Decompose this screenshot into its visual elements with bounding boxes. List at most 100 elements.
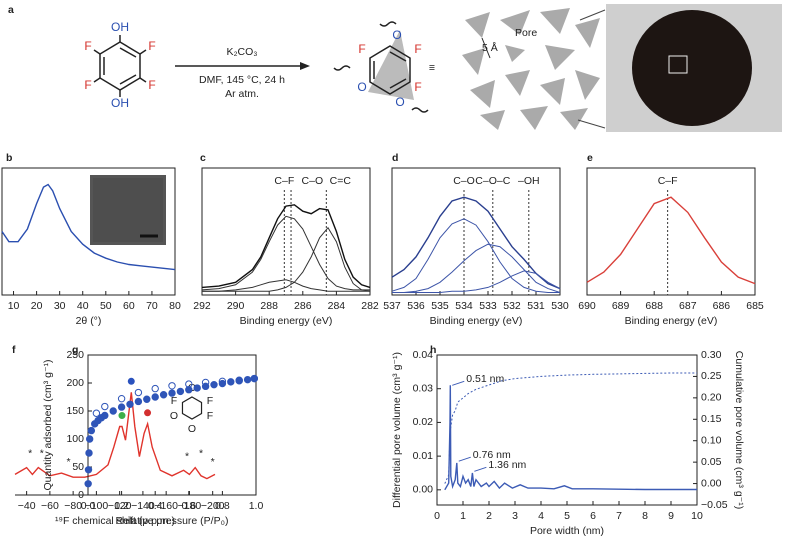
data-point — [85, 449, 93, 457]
y-tick-label: 150 — [66, 405, 84, 417]
atom-label: O — [392, 28, 401, 42]
annotation: * — [185, 450, 189, 462]
x-axis-label: 2θ (°) — [76, 315, 102, 327]
inset-atom-label: O — [188, 382, 196, 394]
y2-tick-label: −0.05 — [701, 499, 728, 511]
panel-label: d — [392, 152, 398, 164]
data-point — [218, 379, 227, 388]
x-tick-label: 535 — [431, 300, 449, 312]
zoom-box — [668, 55, 688, 74]
peak-marker — [144, 409, 152, 417]
x-tick-label: 60 — [123, 300, 135, 312]
y-tick-label: 0.02 — [413, 416, 434, 428]
annotation: 1.36 nm — [488, 459, 526, 471]
data-line — [391, 196, 561, 290]
y-tick-label: 0.04 — [413, 349, 434, 361]
inset-atom-label: O — [188, 423, 196, 435]
zoom-line — [579, 9, 606, 21]
data-point — [218, 377, 227, 386]
reference-label: C–O — [302, 175, 324, 187]
x-axis-label: Binding energy (eV) — [430, 315, 523, 327]
annotation-arrow — [452, 380, 465, 386]
y-tick-label: 0.00 — [413, 484, 434, 496]
x-tick-label: 1.0 — [249, 500, 264, 512]
conditions: Ar atm. — [225, 88, 259, 100]
data-point — [185, 380, 193, 388]
x-tick-label: 534 — [455, 300, 473, 312]
data-line — [1, 183, 176, 271]
data-point — [92, 409, 101, 417]
x-tick-label: 6 — [590, 510, 596, 522]
reactant-structure — [93, 35, 147, 97]
peak-marker — [118, 412, 126, 420]
data-point — [176, 387, 185, 396]
data-point — [250, 374, 259, 383]
x-tick-label: 687 — [679, 300, 697, 312]
data-point — [168, 389, 176, 397]
x-tick-label: 686 — [713, 300, 731, 312]
x-tick-label: 288 — [260, 300, 278, 312]
y2-tick-label: 0.15 — [701, 413, 722, 425]
x-tick-label: 7 — [616, 510, 622, 522]
data-line — [586, 196, 756, 285]
data-point — [126, 400, 134, 408]
network — [462, 8, 600, 130]
annotation: * — [199, 448, 203, 460]
y-axis-label: Differential pore volume (cm³ g⁻¹) — [391, 352, 403, 508]
x-tick-label: 292 — [193, 300, 211, 312]
data-point — [134, 397, 143, 406]
peak-marker — [127, 377, 135, 385]
x-tick-label: 20 — [31, 300, 43, 312]
atom-label: O — [357, 80, 366, 94]
x-tick-label: 3 — [512, 510, 518, 522]
atom-label: F — [414, 42, 421, 56]
data-point — [109, 407, 117, 415]
arrow-head — [300, 62, 310, 70]
data-point — [201, 382, 210, 391]
data-line — [202, 226, 371, 292]
data-point — [168, 382, 176, 390]
x-tick-label: 689 — [612, 300, 630, 312]
x-tick-label: −160 — [154, 500, 178, 512]
data-line — [201, 204, 371, 289]
x-tick-label: 688 — [645, 300, 663, 312]
y2-tick-label: 0.25 — [701, 370, 722, 382]
x-tick-label: 0.8 — [215, 500, 230, 512]
inset-atom-label: F — [207, 395, 213, 407]
data-line — [391, 218, 560, 293]
x-tick-label: 8 — [642, 510, 648, 522]
pore-size: 5 Å — [482, 41, 498, 54]
x-tick-label: 80 — [169, 300, 181, 312]
atom-label: F — [84, 39, 91, 53]
atom-label: OH — [111, 96, 129, 110]
inset-atom-label: F — [171, 395, 177, 407]
data-point — [101, 402, 109, 411]
x-tick-label: 0.4 — [148, 500, 163, 512]
x-axis-label: Relative pressure (P/P₀) — [116, 515, 229, 527]
x-tick-label: −40 — [18, 500, 36, 512]
x-tick-label: 10 — [691, 510, 703, 522]
annotation: * — [66, 456, 70, 468]
x-tick-label: 50 — [100, 300, 112, 312]
data-point — [85, 435, 94, 443]
x-tick-label: 536 — [407, 300, 425, 312]
x-tick-label: 530 — [551, 300, 569, 312]
atom-label: F — [84, 78, 91, 92]
inset-atom-label: F — [207, 410, 213, 422]
data-line — [201, 215, 370, 291]
x-tick-label: −80 — [64, 500, 82, 512]
conditions: DMF, 145 °C, 24 h — [199, 74, 285, 86]
plot-frame — [586, 167, 756, 296]
data-point — [84, 466, 93, 474]
x-tick-label: 2 — [486, 510, 492, 522]
data-point — [159, 391, 168, 399]
atom-label: F — [414, 80, 421, 94]
data-point — [87, 426, 96, 435]
data-line — [14, 392, 216, 480]
data-line — [444, 372, 697, 484]
data-point — [84, 480, 92, 488]
inset-ring — [181, 396, 203, 420]
panel-label: b — [6, 152, 12, 164]
